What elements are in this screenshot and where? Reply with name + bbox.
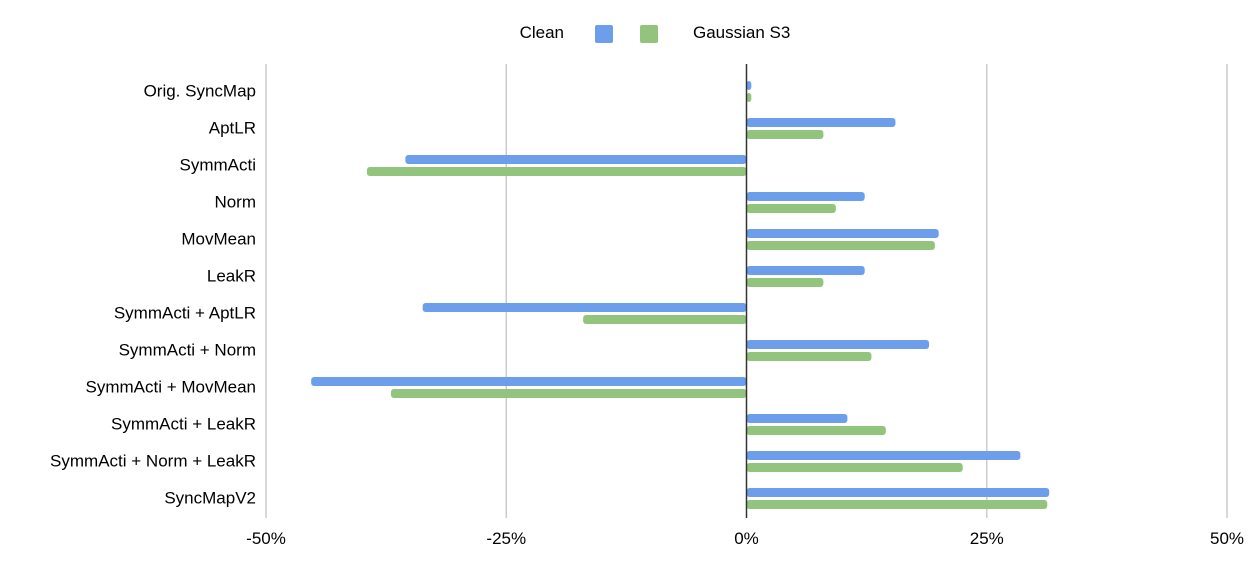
bar-gaussian-s3 [746, 93, 752, 102]
category-label: SyncMapV2 [164, 489, 256, 508]
x-tick-label: -25% [486, 529, 526, 548]
bar-clean [746, 81, 752, 90]
bar-clean [405, 155, 747, 164]
category-label: MovMean [181, 230, 256, 249]
bars-layer [311, 81, 1050, 509]
category-label: LeakR [207, 267, 256, 286]
tick-labels: -50% -25% 0% 25% 50% [246, 529, 1244, 548]
category-label: SymmActi [180, 156, 257, 175]
category-label: SymmActi + Norm + LeakR [50, 452, 256, 471]
legend-swatch-gaussian-s3 [640, 25, 658, 43]
bar-gaussian-s3 [746, 426, 886, 435]
category-label: SymmActi + LeakR [111, 415, 256, 434]
bar-clean [746, 414, 848, 423]
bar-clean [311, 377, 747, 386]
grid-layer [265, 64, 1228, 518]
category-label: SymmActi + AptLR [114, 304, 256, 323]
category-labels: Orig. SyncMap AptLR SymmActi Norm MovMean Lea… [50, 82, 256, 508]
bar-gaussian-s3 [746, 500, 1048, 509]
bar-gaussian-s3 [746, 278, 824, 287]
bar-gaussian-s3 [746, 130, 824, 139]
bar-clean [746, 451, 1021, 460]
category-label: SymmActi + Norm [119, 341, 256, 360]
bar-clean [746, 340, 930, 349]
category-label: Norm [214, 193, 256, 212]
x-tick-label: 25% [970, 529, 1004, 548]
bar-gaussian-s3 [583, 315, 747, 324]
category-label: SymmActi + MovMean [85, 378, 256, 397]
bar-clean [746, 118, 896, 127]
category-label: Orig. SyncMap [144, 82, 256, 101]
x-tick-label: 0% [734, 529, 759, 548]
bar-clean [746, 192, 865, 201]
bar-gaussian-s3 [746, 463, 963, 472]
bar-clean [422, 303, 747, 312]
x-tick-label: -50% [246, 529, 286, 548]
bar-gaussian-s3 [390, 389, 747, 398]
bar-clean [746, 266, 865, 275]
bar-gaussian-s3 [746, 241, 935, 250]
legend-label-clean: Clean [520, 23, 564, 42]
legend-swatch-clean [595, 25, 613, 43]
bar-gaussian-s3 [746, 352, 872, 361]
legend: Clean Gaussian S3 [520, 23, 790, 43]
bar-clean [746, 229, 939, 238]
x-tick-label: 50% [1210, 529, 1244, 548]
bar-gaussian-s3 [746, 204, 836, 213]
bar-clean [746, 488, 1050, 497]
legend-label-gaussian-s3: Gaussian S3 [693, 23, 790, 42]
bar-gaussian-s3 [366, 167, 747, 176]
category-label: AptLR [209, 119, 256, 138]
